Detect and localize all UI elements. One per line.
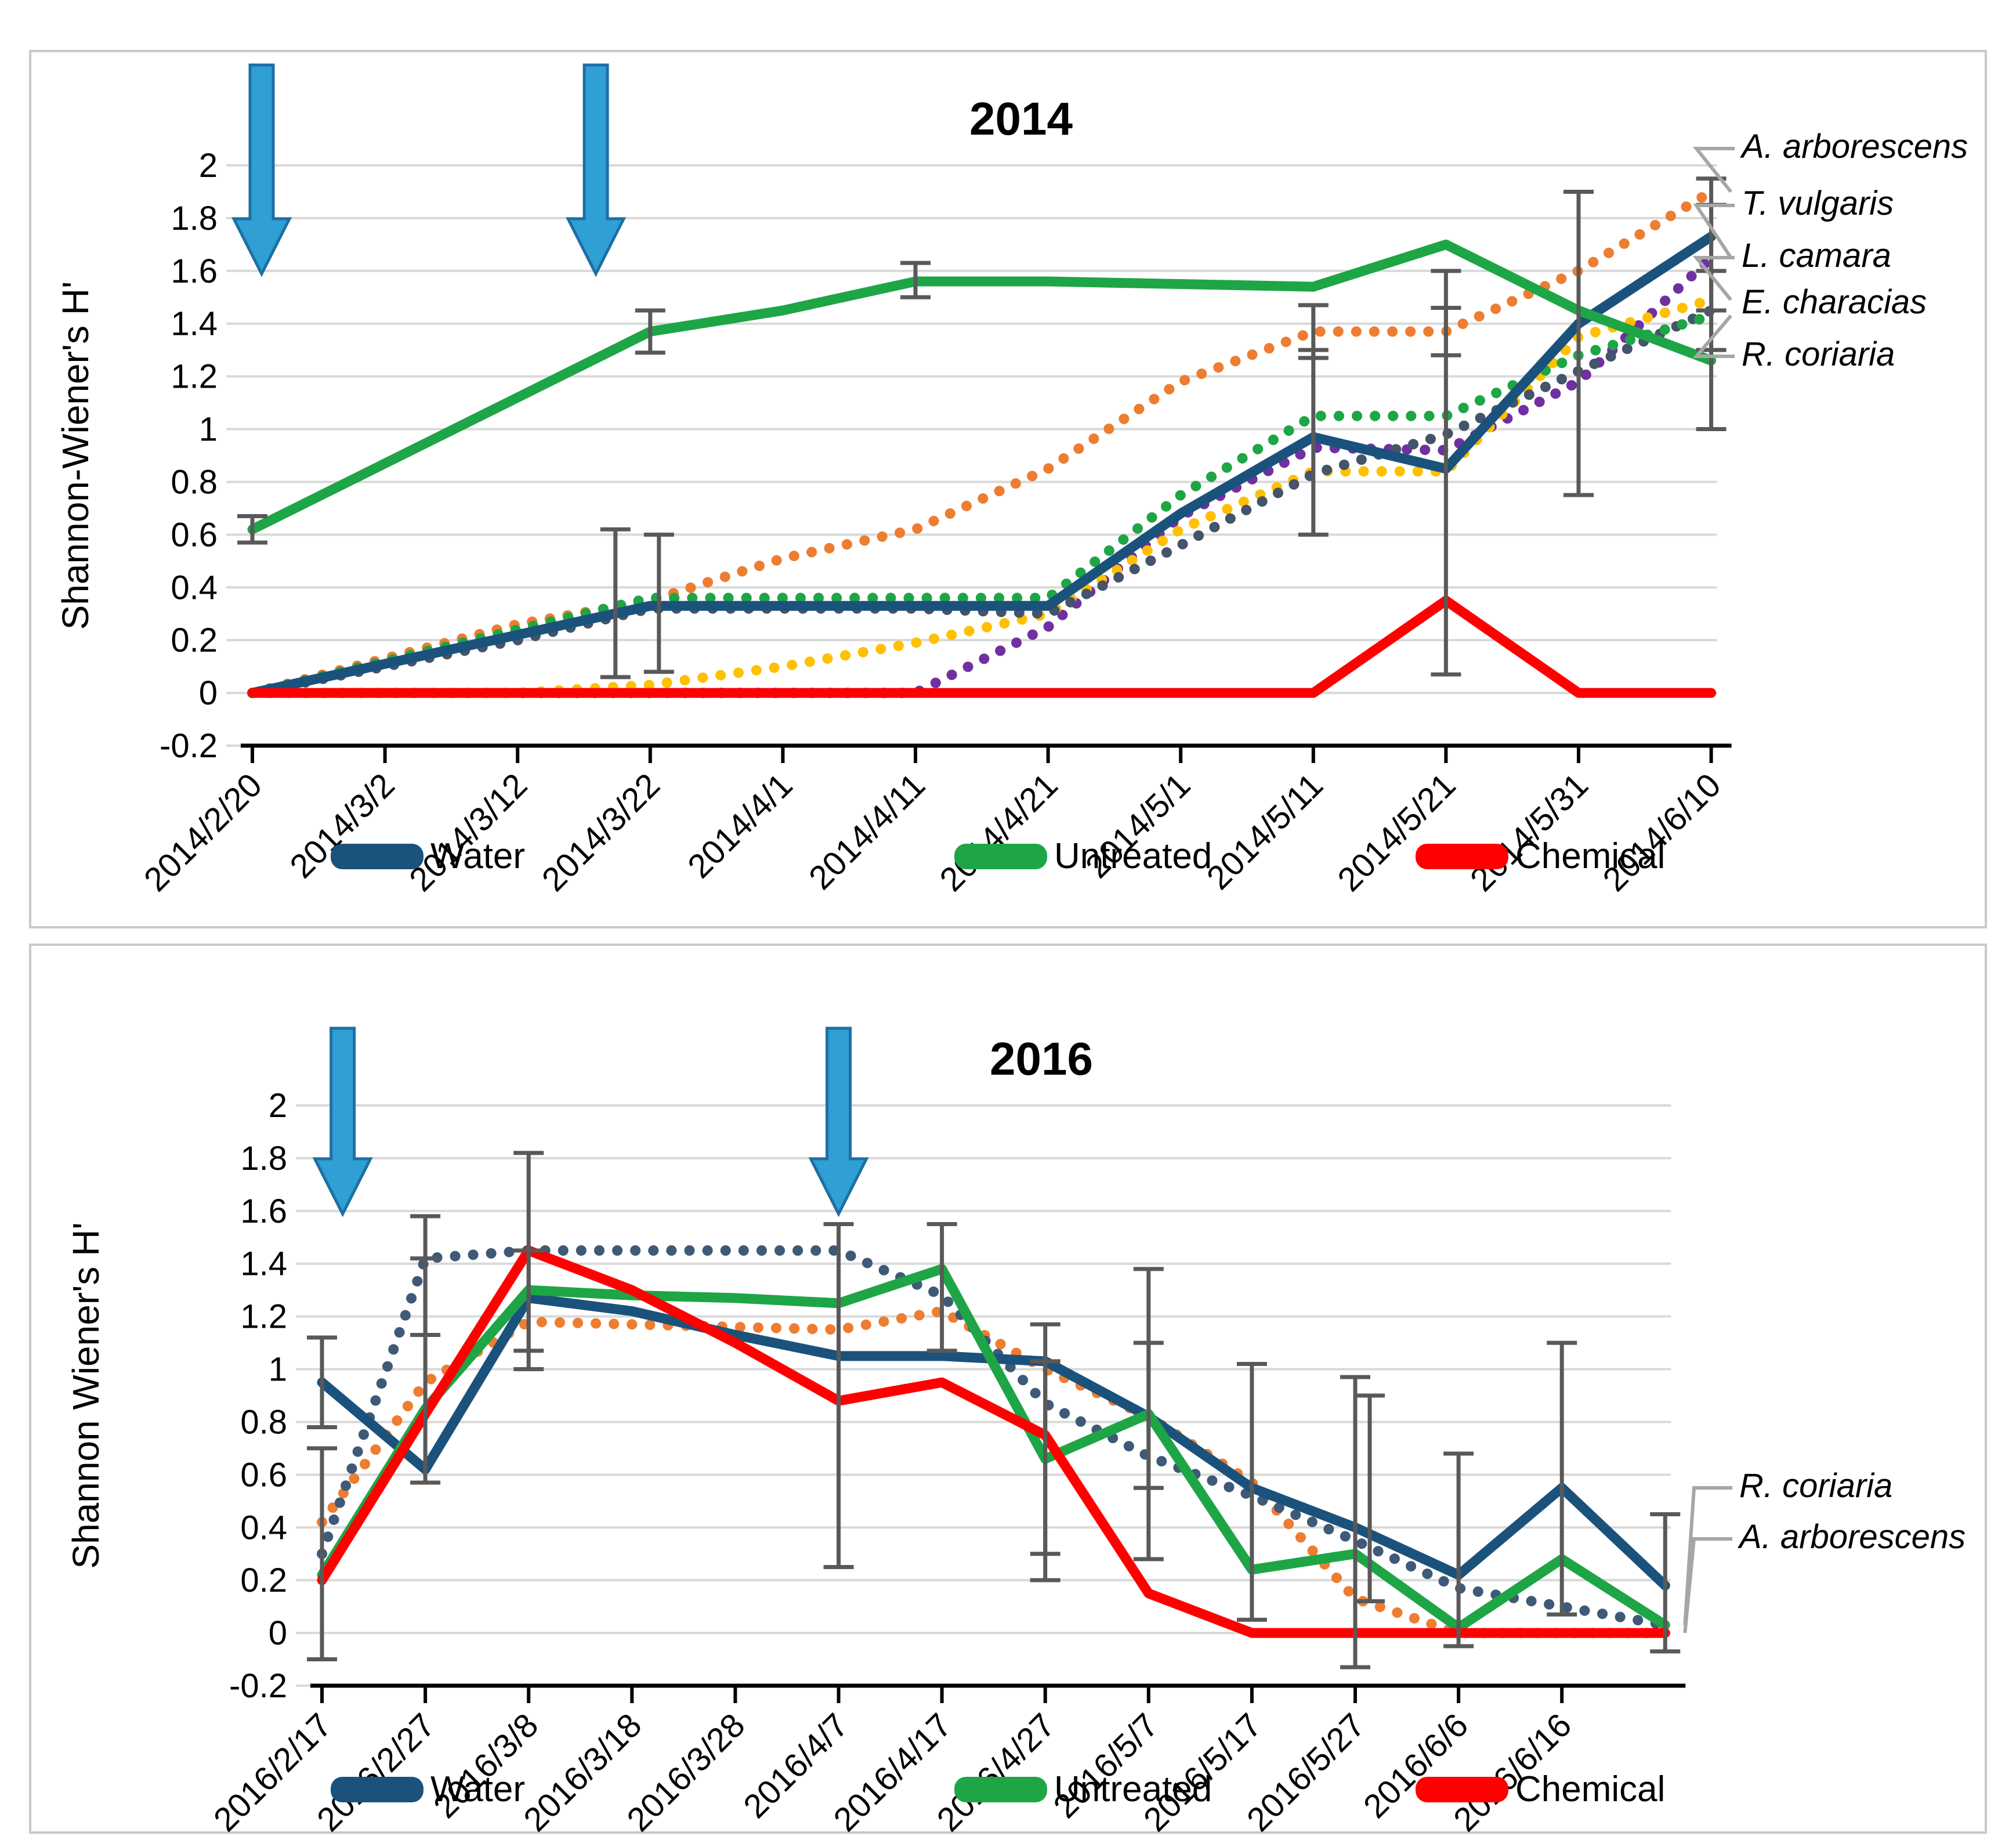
series-line-chemical — [317, 1245, 1670, 1638]
legend-item-water: Water — [331, 1769, 525, 1809]
error-bar — [1563, 189, 1594, 497]
label-leader-line — [1693, 204, 1735, 259]
series-line-t-vulgaris — [247, 252, 1717, 699]
y-tick-label: 0.2 — [240, 1562, 287, 1599]
panel-2016: 2016 2 1.8 1.6 1.4 1.2 1 0.8 0.6 0.4 0.2 0 -0.2 Shann… — [29, 944, 1987, 1836]
legend-label: Chemical — [1515, 1769, 1665, 1809]
legend-item-water: Water — [331, 836, 525, 876]
series-line-r-coriaria — [317, 1245, 1671, 1631]
y-tick-label: 1.8 — [171, 200, 218, 237]
y-tick-label: 1.2 — [171, 358, 218, 396]
y-tick-label: 0.8 — [171, 463, 218, 501]
error-bar — [1443, 1451, 1474, 1649]
y-tick-label: 1 — [199, 411, 218, 449]
legend-swatch — [331, 844, 424, 869]
treatment-arrow-icon — [312, 1027, 373, 1217]
series-line-chemical — [247, 595, 1717, 698]
error-bar — [900, 261, 931, 299]
y-tick-label: -0.2 — [229, 1667, 287, 1705]
y-tick-label: 0.2 — [171, 621, 218, 659]
legend-label: Untreated — [1054, 1769, 1212, 1809]
legend-item-untreated: Untreated — [954, 836, 1212, 876]
y-tick-label: 1.8 — [240, 1140, 287, 1177]
legend-item-chemical: Chemical — [1416, 1769, 1665, 1809]
legend-swatch — [331, 1777, 424, 1802]
y-tick-label: 0 — [199, 674, 218, 712]
y-tick-label: 1 — [269, 1351, 287, 1389]
error-bar — [513, 1248, 544, 1353]
series-line-l-camara — [247, 294, 1717, 699]
species-label-r-coriaria: R. coriaria — [1739, 1467, 1892, 1505]
species-label-a-arborescens: A. arborescens — [1738, 1518, 1966, 1556]
error-bar — [635, 308, 665, 355]
legend-label: Chemical — [1515, 836, 1665, 876]
legend-label: Untreated — [1054, 836, 1212, 876]
error-bar — [307, 1335, 337, 1430]
species-label-r-coriaria: R. coriaria — [1742, 335, 1895, 373]
label-leader-line — [1692, 315, 1735, 358]
error-bar — [307, 1446, 337, 1662]
error-bar — [410, 1256, 441, 1337]
error-bar — [1355, 1393, 1385, 1604]
chart-title: 2016 — [990, 1033, 1093, 1085]
legend-swatch — [954, 1777, 1047, 1802]
y-tick-label: 1.4 — [240, 1245, 287, 1283]
series-line-water — [247, 232, 1717, 698]
legend-item-chemical: Chemical — [1416, 836, 1665, 876]
y-tick-label: 2 — [269, 1087, 287, 1125]
y-tick-label: 1.6 — [240, 1192, 287, 1230]
error-bar — [1030, 1359, 1061, 1582]
error-bar — [1650, 1512, 1681, 1654]
y-tick-label: 0.4 — [240, 1509, 287, 1546]
y-tick-label: 2 — [199, 147, 218, 185]
error-bar — [1133, 1340, 1164, 1490]
legend-swatch — [954, 844, 1047, 869]
error-bar — [600, 527, 631, 680]
treatment-arrow-icon — [808, 1027, 869, 1217]
y-axis-title: Shannon Wiener's H' — [65, 1222, 107, 1568]
species-label-e-characias: E. characias — [1742, 283, 1927, 321]
label-leader-line — [1683, 1486, 1732, 1625]
error-bar — [1547, 1340, 1577, 1617]
error-bar — [926, 1222, 957, 1353]
error-bar — [823, 1222, 854, 1569]
legend-label: Water — [430, 836, 525, 876]
y-tick-label: 1.6 — [171, 252, 218, 290]
species-label-a-arborescens: A. arborescens — [1740, 128, 1968, 165]
label-leader-line — [1683, 1537, 1732, 1633]
error-bar — [237, 514, 267, 545]
series-line-untreated — [247, 239, 1717, 534]
species-label-l-camara: L. camara — [1742, 237, 1891, 274]
y-tick-label: 0.6 — [240, 1456, 287, 1494]
legend-item-untreated: Untreated — [954, 1769, 1212, 1809]
label-leader-line — [1692, 147, 1735, 193]
legend-swatch — [1416, 844, 1508, 869]
treatment-arrow-icon — [566, 63, 627, 277]
y-tick-label: 0.6 — [171, 516, 218, 554]
legend-label: Water — [430, 1769, 525, 1809]
error-bar — [1298, 303, 1329, 360]
panel-border — [29, 50, 1987, 928]
panel-2014: 2014 2 1.8 1.6 1.4 1.2 1 0.8 0.6 0.4 0.2 0 -0.2 Shann… — [29, 50, 1987, 928]
y-tick-label: -0.2 — [160, 727, 218, 765]
y-tick-label: 0.8 — [240, 1403, 287, 1441]
error-bar — [1236, 1361, 1267, 1622]
label-leader-line — [1692, 256, 1735, 301]
y-tick-label: 0 — [269, 1614, 287, 1652]
y-tick-label: 1.4 — [171, 305, 218, 343]
series-line-a-arborescens — [317, 1306, 1671, 1639]
species-label-t-vulgaris: T. vulgaris — [1742, 185, 1894, 222]
error-bar — [1431, 305, 1461, 357]
y-tick-label: 0.4 — [171, 569, 218, 606]
y-axis-title: Shannon-Wiener's H' — [55, 281, 96, 630]
treatment-arrow-icon — [231, 63, 292, 277]
legend-swatch — [1416, 1777, 1508, 1802]
error-bar — [1340, 1375, 1370, 1669]
error-bar — [643, 532, 674, 674]
y-tick-label: 1.2 — [240, 1298, 287, 1336]
series-line-untreated — [317, 1264, 1670, 1633]
chart-title: 2014 — [969, 93, 1073, 144]
